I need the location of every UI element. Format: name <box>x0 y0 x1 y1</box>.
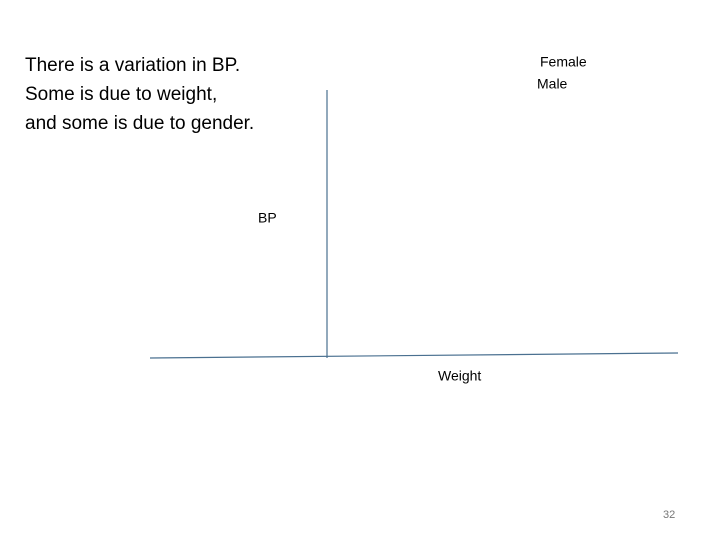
body-text: Some is due to weight, <box>25 84 217 105</box>
male-points <box>325 164 549 216</box>
body-text: and some is due to gender. <box>25 113 254 134</box>
x-axis-label: Weight <box>438 368 481 384</box>
legend-marker <box>523 78 531 86</box>
legend-label: Female <box>540 54 587 70</box>
page-number: 32 <box>663 509 675 521</box>
body-text: There is a variation in BP. <box>25 55 240 76</box>
legend-label: Male <box>537 76 568 92</box>
legend-marker <box>523 57 531 65</box>
female-points <box>325 192 536 267</box>
y-axis-label: BP <box>258 210 277 226</box>
x-axis <box>149 352 679 359</box>
